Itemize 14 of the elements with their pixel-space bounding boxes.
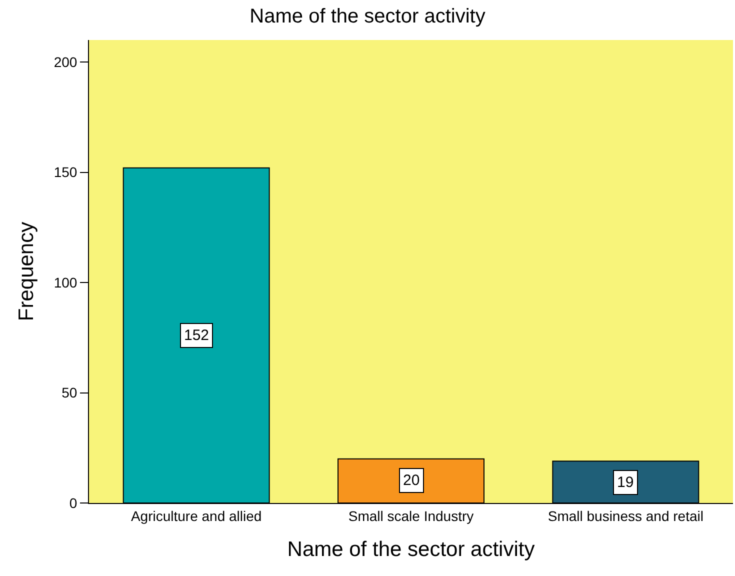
data-label: 152 [184,327,210,344]
chart-title: Name of the sector activity [250,6,486,28]
y-tick-label: 0 [69,494,78,511]
y-tick-label: 150 [54,164,78,180]
data-label: 20 [403,472,420,489]
data-label: 19 [617,474,634,491]
x-tick-label: Small business and retail [548,508,704,524]
x-tick-label: Small scale Industry [348,508,474,524]
y-axis-title: Frequency [14,221,38,322]
y-tick-label: 200 [54,54,78,70]
x-tick-label: Agriculture and allied [130,508,262,524]
x-axis-title: Name of the sector activity [287,538,536,561]
y-tick-label: 50 [62,384,78,401]
y-tick-label: 100 [54,274,78,290]
